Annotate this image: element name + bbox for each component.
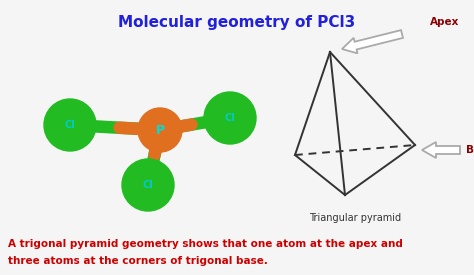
Text: Apex: Apex [430, 17, 459, 27]
FancyArrow shape [422, 142, 460, 158]
Text: P: P [155, 123, 164, 136]
Text: Molecular geometry of PCl3: Molecular geometry of PCl3 [118, 15, 356, 29]
Circle shape [44, 99, 96, 151]
Text: Base: Base [466, 145, 474, 155]
Circle shape [138, 108, 182, 152]
Text: Triangular pyramid: Triangular pyramid [309, 213, 401, 223]
Text: Cl: Cl [143, 180, 154, 190]
Text: A trigonal pyramid geometry shows that one atom at the apex and: A trigonal pyramid geometry shows that o… [8, 239, 403, 249]
Circle shape [204, 92, 256, 144]
FancyArrow shape [342, 30, 403, 53]
Circle shape [122, 159, 174, 211]
Text: Cl: Cl [225, 113, 236, 123]
Text: three atoms at the corners of trigonal base.: three atoms at the corners of trigonal b… [8, 256, 268, 266]
Text: Cl: Cl [64, 120, 75, 130]
